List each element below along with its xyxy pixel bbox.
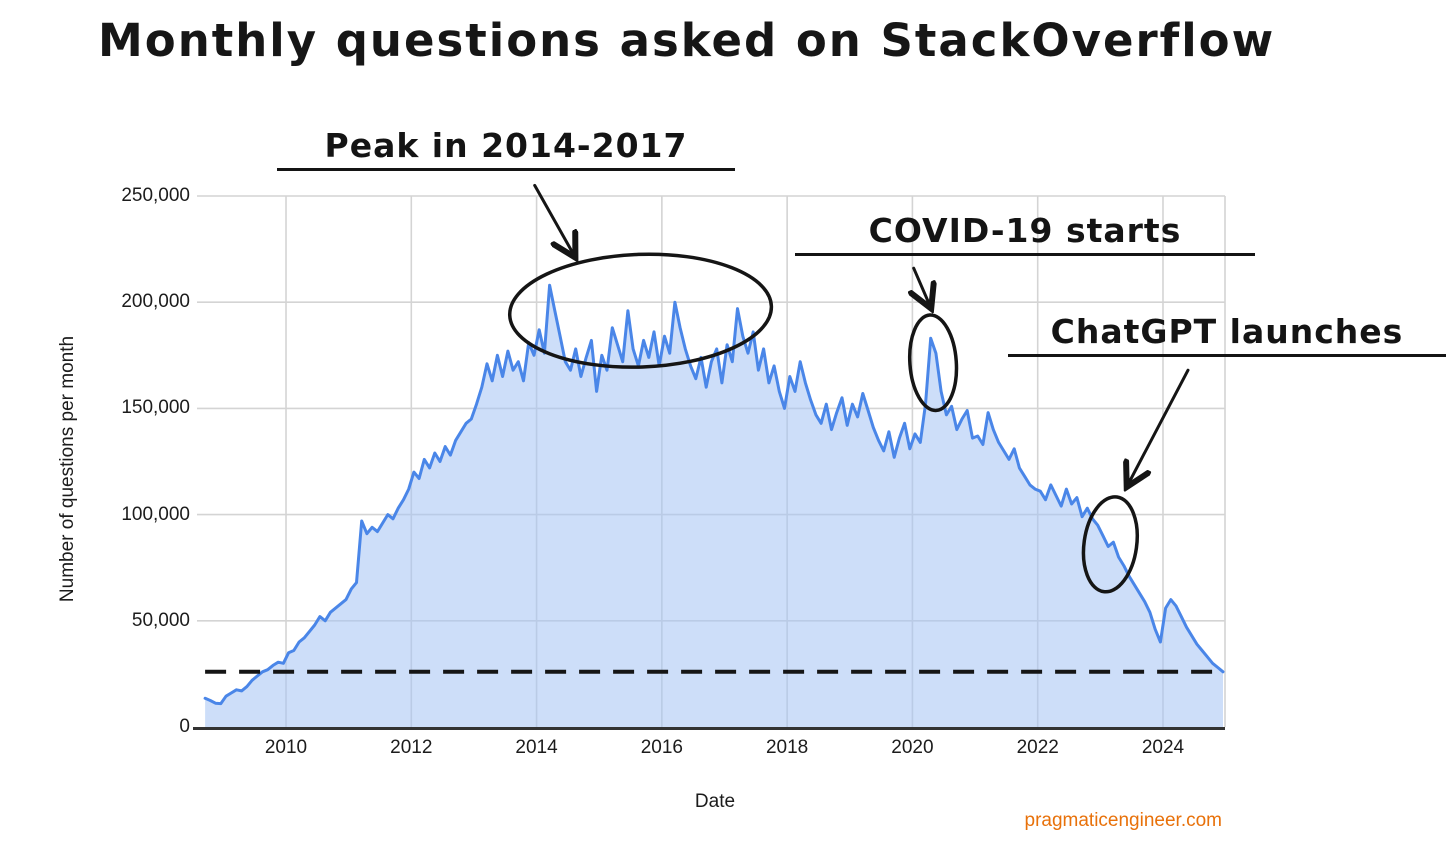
x-tick-label: 2020	[891, 737, 934, 758]
x-tick-label: 2018	[765, 737, 809, 758]
annotation-chatgpt-label: ChatGPT launches	[1008, 312, 1446, 357]
y-tick-label: 50,000	[131, 609, 190, 631]
watermark-link[interactable]: pragmaticengineer.com	[1024, 810, 1223, 831]
annotation-peak-label: Peak in 2014-2017	[277, 126, 735, 171]
y-tick-label: 200,000	[121, 291, 190, 313]
annotation-ellipse-chatgpt	[1081, 495, 1139, 594]
x-tick-label: 2024	[1141, 737, 1185, 758]
annotation-arrow-peak	[533, 183, 576, 257]
annotation-ellipse-covid	[907, 313, 959, 413]
y-tick-label: 0	[179, 716, 190, 737]
page-title: Monthly questions asked on StackOverflow	[98, 14, 1276, 67]
annotation-covid-label: COVID-19 starts	[795, 211, 1255, 256]
y-tick-label: 100,000	[121, 503, 190, 525]
y-axis-title: Number of questions per month	[57, 335, 78, 603]
area-fill	[205, 285, 1224, 727]
y-tick-label: 150,000	[121, 397, 190, 419]
annotation-arrow-chatgpt	[1127, 368, 1190, 487]
x-tick-label: 2012	[390, 737, 433, 758]
x-tick-label: 2022	[1016, 737, 1059, 758]
x-tick-label: 2016	[640, 737, 683, 758]
x-axis-title: Date	[694, 791, 736, 812]
x-tick-label: 2010	[264, 737, 308, 758]
y-tick-label: 250,000	[121, 185, 190, 206]
annotation-ellipse-peak	[507, 252, 774, 369]
annotation-arrow-covid	[914, 266, 932, 308]
x-tick-label: 2014	[515, 737, 558, 758]
